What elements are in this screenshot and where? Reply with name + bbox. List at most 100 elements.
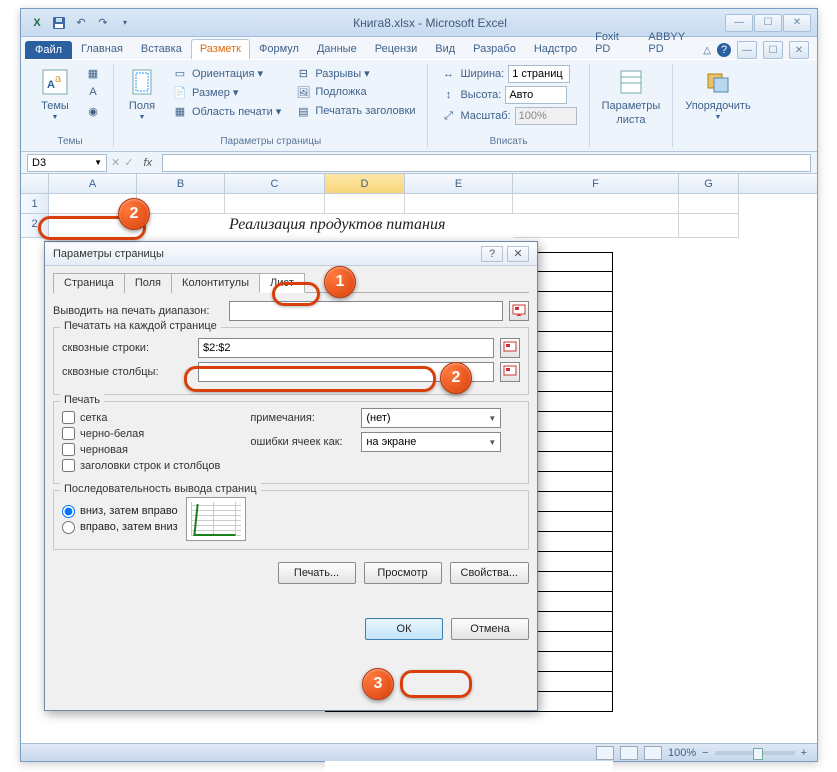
cell[interactable] (325, 194, 405, 214)
status-bar: 100% − + (21, 743, 817, 761)
maximize-button[interactable]: ☐ (754, 14, 782, 32)
sheet-options-button[interactable]: Параметры листа (598, 64, 665, 128)
cell[interactable] (679, 194, 739, 214)
tab-review[interactable]: Рецензи (366, 39, 427, 59)
repeat-cols-picker-button[interactable] (500, 362, 520, 382)
scale-icon: ⤢ (440, 108, 456, 124)
cells-area[interactable]: Реализация продуктов питания (49, 194, 817, 238)
dialog-close-button[interactable]: ✕ (507, 246, 529, 262)
enter-formula-icon[interactable]: ✓ (124, 156, 133, 169)
breaks-button[interactable]: ⊟Разрывы ▾ (291, 64, 419, 82)
workbook-max-icon[interactable]: ☐ (763, 41, 783, 59)
print-area-button[interactable]: ▦Область печати ▾ (168, 102, 285, 120)
repeat-rows-picker-button[interactable] (500, 338, 520, 358)
margins-button[interactable]: Поля ▼ (122, 64, 162, 123)
name-box[interactable]: D3 ▼ (27, 154, 107, 172)
redo-icon[interactable]: ↷ (93, 13, 113, 33)
width-input[interactable] (508, 65, 570, 83)
cancel-button[interactable]: Отмена (451, 618, 529, 640)
radio-down-then-over[interactable] (62, 505, 75, 518)
zoom-value: 100% (668, 747, 696, 759)
arrange-button[interactable]: Упорядочить ▼ (681, 64, 754, 123)
preview-button[interactable]: Просмотр (364, 562, 442, 584)
view-normal-icon[interactable] (596, 746, 614, 760)
tab-data[interactable]: Данные (308, 39, 366, 59)
col-header-c[interactable]: C (225, 174, 325, 193)
zoom-slider[interactable] (715, 751, 795, 755)
height-input[interactable] (505, 86, 567, 104)
minimize-button[interactable]: — (725, 14, 753, 32)
repeat-rows-input[interactable] (198, 338, 494, 358)
view-page-break-icon[interactable] (644, 746, 662, 760)
cancel-formula-icon[interactable]: ✕ (111, 156, 120, 169)
background-button[interactable]: 🖼Подложка (291, 83, 419, 101)
col-header-b[interactable]: B (137, 174, 225, 193)
theme-effects-button[interactable]: ◉ (81, 102, 105, 120)
undo-icon[interactable]: ↶ (71, 13, 91, 33)
themes-button[interactable]: Aa Темы ▼ (35, 64, 75, 123)
cell[interactable] (679, 214, 739, 238)
cell[interactable] (405, 194, 513, 214)
tab-page-layout[interactable]: Разметк (191, 39, 250, 59)
properties-button[interactable]: Свойства... (450, 562, 529, 584)
workbook-min-icon[interactable]: — (737, 41, 757, 59)
tab-formulas[interactable]: Формул (250, 39, 308, 59)
dtab-header-footer[interactable]: Колонтитулы (171, 273, 260, 293)
col-header-a[interactable]: A (49, 174, 137, 193)
col-header-f[interactable]: F (513, 174, 679, 193)
app-icon[interactable]: X (27, 13, 47, 33)
tab-foxit[interactable]: Foxit PD (586, 27, 639, 59)
select-all-corner[interactable] (21, 174, 49, 193)
tab-developer[interactable]: Разрабо (464, 39, 525, 59)
name-box-dropdown-icon[interactable]: ▼ (94, 158, 102, 167)
tab-view[interactable]: Вид (426, 39, 464, 59)
orientation-button[interactable]: ▭Ориентация ▾ (168, 64, 285, 82)
tab-home[interactable]: Главная (72, 39, 132, 59)
cell[interactable] (513, 214, 679, 238)
col-header-g[interactable]: G (679, 174, 739, 193)
notes-combo[interactable]: (нет)▼ (361, 408, 501, 428)
print-range-picker-button[interactable] (509, 301, 529, 321)
save-icon[interactable] (49, 13, 69, 33)
minimize-ribbon-icon[interactable]: △ (703, 45, 711, 56)
size-button[interactable]: 📄Размер ▾ (168, 83, 285, 101)
ok-button[interactable]: ОК (365, 618, 443, 640)
chk-gridlines[interactable] (62, 411, 75, 424)
sheet-options-icon (615, 66, 647, 98)
dtab-margins[interactable]: Поля (124, 273, 172, 293)
theme-fonts-button[interactable]: A (81, 83, 105, 101)
chk-bw[interactable] (62, 427, 75, 440)
cell[interactable] (137, 194, 225, 214)
close-button[interactable]: ✕ (783, 14, 811, 32)
print-range-input[interactable] (229, 301, 503, 321)
dtab-page[interactable]: Страница (53, 273, 125, 293)
tab-addins[interactable]: Надстро (525, 39, 586, 59)
dialog-help-button[interactable]: ? (481, 246, 503, 262)
help-icon[interactable]: ? (717, 43, 731, 57)
formula-input[interactable] (162, 154, 811, 172)
workbook-close-icon[interactable]: ✕ (789, 41, 809, 59)
col-header-e[interactable]: E (405, 174, 513, 193)
chk-draft[interactable] (62, 443, 75, 456)
print-titles-button[interactable]: ▤Печатать заголовки (291, 102, 419, 120)
tab-insert[interactable]: Вставка (132, 39, 191, 59)
tab-abbyy[interactable]: ABBYY PD (639, 27, 703, 59)
errors-combo[interactable]: на экране▼ (361, 432, 501, 452)
cell[interactable] (225, 194, 325, 214)
theme-colors-button[interactable]: ▦ (81, 64, 105, 82)
qat-more-icon[interactable]: ▾ (115, 13, 135, 33)
col-header-d[interactable]: D (325, 174, 405, 193)
dialog-title-bar[interactable]: Параметры страницы ? ✕ (45, 242, 537, 266)
file-tab[interactable]: Файл (25, 41, 72, 59)
scale-input[interactable] (515, 107, 577, 125)
cell[interactable] (137, 214, 225, 238)
zoom-in-button[interactable]: + (801, 747, 807, 759)
print-button[interactable]: Печать... (278, 562, 356, 584)
row-header-1[interactable]: 1 (21, 194, 48, 214)
zoom-out-button[interactable]: − (702, 747, 708, 759)
view-page-layout-icon[interactable] (620, 746, 638, 760)
chk-headings[interactable] (62, 459, 75, 472)
fx-icon[interactable]: fx (137, 157, 158, 169)
radio-over-then-down[interactable] (62, 521, 75, 534)
cell[interactable] (513, 194, 679, 214)
